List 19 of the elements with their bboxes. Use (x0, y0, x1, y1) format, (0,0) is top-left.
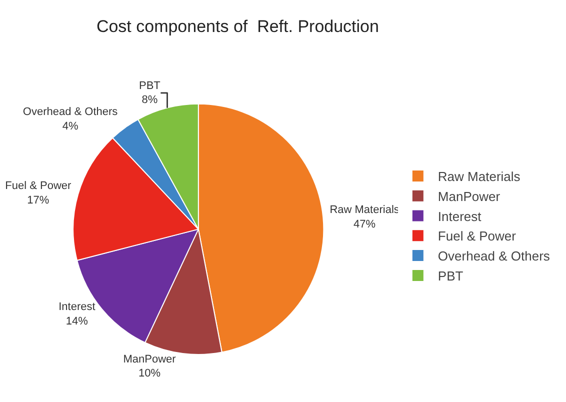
legend-label: PBT (438, 268, 464, 284)
slice-label: Interest (58, 301, 96, 314)
legend-label: Overhead & Others (438, 248, 550, 264)
legend-label: Raw Materials (438, 169, 521, 184)
data-label: 10% (138, 368, 161, 380)
data-label: 47% (354, 218, 376, 230)
data-label: 17% (27, 194, 50, 206)
data-label: 8% (142, 94, 158, 106)
legend-label: Interest (438, 208, 482, 224)
legend-label: Fuel & Power (438, 228, 517, 244)
slice-label: ManPower (123, 353, 176, 366)
slice-label: Fuel & Power (5, 180, 72, 192)
legend-label: ManPower (438, 188, 501, 204)
slice-label: PBT (138, 80, 161, 92)
slice-label: Overhead & Others (22, 106, 118, 118)
chart-title: Cost components of Reft. Production (96, 17, 379, 36)
data-label: 14% (66, 316, 88, 328)
slice-label: Raw Materials (330, 204, 400, 216)
data-label: 4% (62, 120, 78, 132)
